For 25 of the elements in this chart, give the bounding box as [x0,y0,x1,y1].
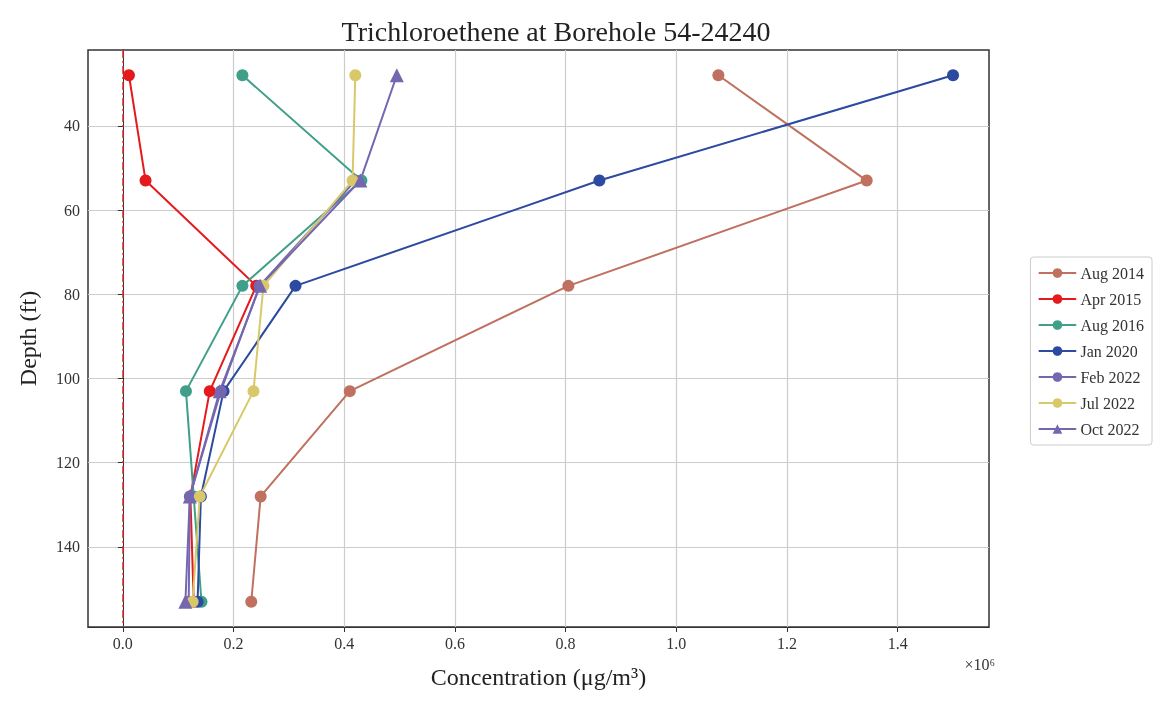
x-tick-label: 0.0 [112,634,133,652]
x-tick-label: 1.4 [887,634,908,652]
x-tick-label: 0.4 [334,634,355,652]
text: ×10⁶ [964,655,996,673]
legend-label: Feb 2022 [1080,368,1141,386]
y-tick-label: 120 [56,454,80,472]
y-axis-title: Depth (ft) [15,290,41,387]
y-tick-label: 40 [64,117,80,135]
x-tick-label: 0.8 [555,634,576,652]
y-tick-label: 140 [56,538,80,556]
legend-label: Oct 2022 [1080,420,1140,438]
legend-label: Aug 2014 [1080,264,1145,283]
y-tick-label: 80 [64,285,80,303]
x-tick-label: 0.6 [444,634,465,652]
chart-title: Trichloroethene at Borehole 54-24240 [341,15,771,47]
x-tick-label: 1.2 [776,634,797,652]
y-tick-label: 60 [64,201,80,219]
legend-label: Aug 2016 [1080,316,1145,335]
x-axis-title: Concentration (μg/m³) [430,664,647,690]
y-tick-label: 100 [56,370,80,388]
x-tick-label: 1.0 [666,634,687,652]
legend-label: Jul 2022 [1080,394,1136,412]
x-tick-label: 0.2 [223,634,244,652]
legend-label: Jan 2020 [1080,342,1138,360]
legend-label: Apr 2015 [1080,290,1142,309]
